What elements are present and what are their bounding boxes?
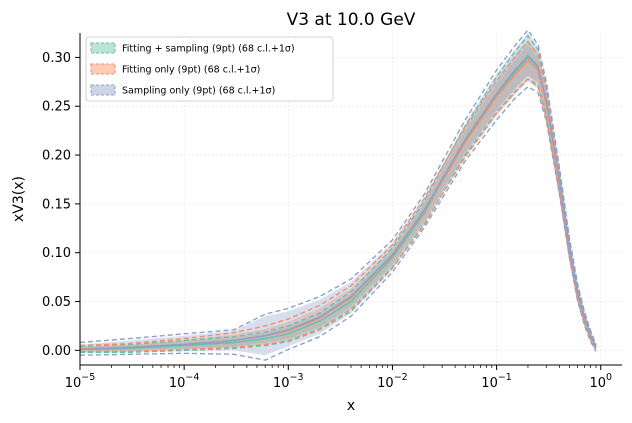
- series-2-sigma-lower-line: [79, 85, 597, 361]
- chart-title: V3 at 10.0 GeV: [287, 10, 416, 30]
- x-axis-label: x: [347, 398, 355, 414]
- legend-label-1: Fitting only (9pt) (68 c.l.+1σ): [122, 65, 260, 76]
- x-ticks: 10−5 10−4 10−3 10−2 10−1 100: [65, 365, 612, 391]
- legend-box: [85, 36, 334, 102]
- series-2-band: [80, 33, 596, 356]
- y-tick-label-2: 0.10: [42, 246, 71, 261]
- legend-swatch-0: [90, 42, 116, 54]
- y-tick-label-1: 0.05: [42, 295, 71, 310]
- y-tick-label-0: 0.00: [42, 344, 71, 359]
- x-tick-label-1: 10−4: [169, 372, 200, 391]
- series-2-sigma-upper-line: [79, 28, 597, 345]
- y-tick-label-3: 0.15: [42, 197, 71, 212]
- legend-swatch-2: [90, 84, 116, 96]
- legend-swatch-1: [90, 63, 116, 75]
- y-tick-label-6: 0.30: [42, 51, 71, 66]
- x-tick-label-0: 10−5: [65, 372, 96, 391]
- x-tick-label-3: 10−2: [377, 372, 408, 391]
- legend-label-0: Fitting + sampling (9pt) (68 c.l.+1σ): [122, 44, 295, 55]
- y-ticks: 0.00 0.05 0.10 0.15 0.20 0.25 0.30: [42, 51, 80, 359]
- legend-label-2: Sampling only (9pt) (68 c.l.+1σ): [122, 86, 275, 97]
- x-tick-label-2: 10−3: [273, 372, 304, 391]
- series-2-central-line: [79, 54, 597, 351]
- y-axis-label: xV3(x): [11, 176, 27, 222]
- series-1-sigma-upper-line: [79, 40, 597, 347]
- x-tick-label-5: 100: [589, 372, 612, 391]
- series-bands: [80, 33, 596, 356]
- series-1-sigma-lower-line: [80, 77, 597, 352]
- x-tick-label-4: 10−1: [481, 372, 512, 391]
- series-lines: [79, 28, 597, 361]
- y-tick-label-4: 0.20: [42, 149, 71, 164]
- legend: Fitting + sampling (9pt) (68 c.l.+1σ) Fit…: [85, 36, 334, 102]
- y-tick-label-5: 0.25: [42, 100, 71, 115]
